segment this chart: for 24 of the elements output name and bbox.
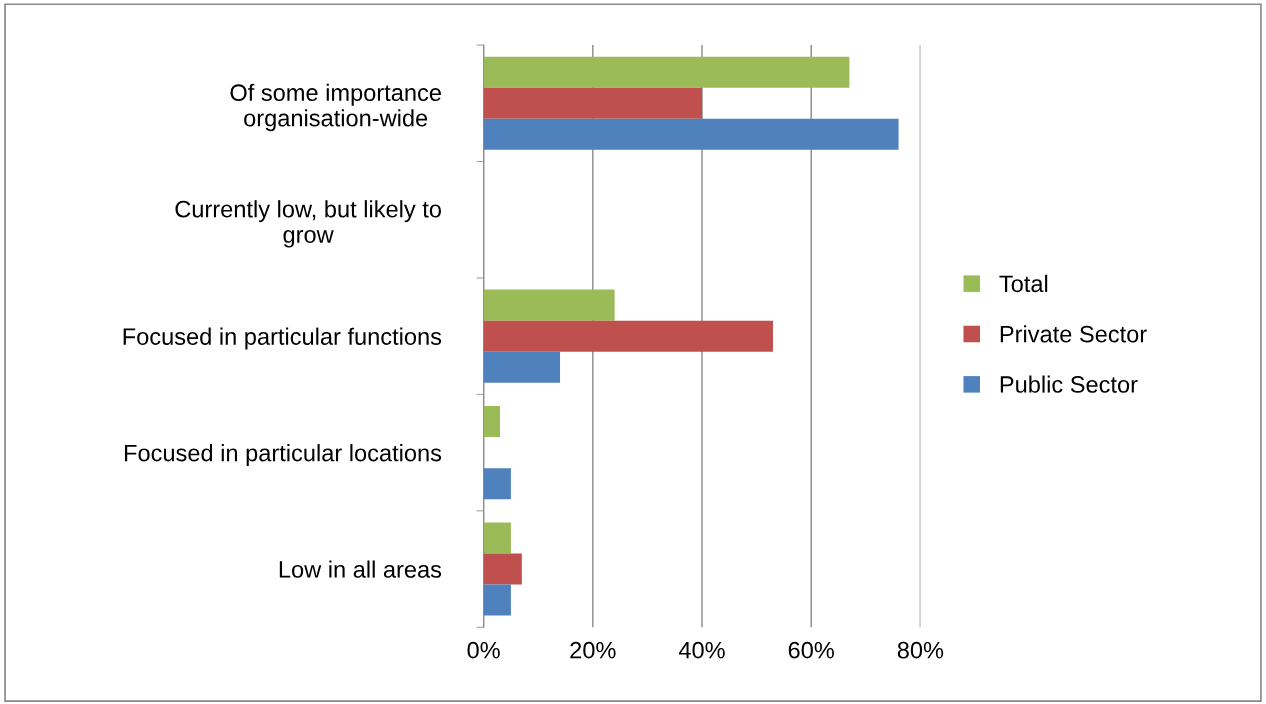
- bar: [483, 118, 899, 150]
- bar: [483, 351, 561, 383]
- y-tick-label: Of some importance organisation-wide: [230, 83, 441, 132]
- y-tick-label: Focused in particular locations: [124, 444, 442, 467]
- x-tick-label: 20%: [570, 641, 616, 659]
- legend-label: Private Sector: [1000, 325, 1147, 343]
- x-tick-label: 40%: [678, 641, 725, 659]
- y-tick-label: Focused in particular functions: [123, 327, 442, 350]
- y-tick-label: Low in all areas: [279, 560, 442, 578]
- legend-label: Public Sector: [1000, 375, 1138, 393]
- legend-label: Total: [999, 274, 1048, 293]
- bar: [483, 289, 615, 321]
- bar: [483, 584, 511, 616]
- bar: [483, 553, 522, 585]
- bar: [483, 522, 511, 554]
- x-tick-label: 60%: [788, 641, 834, 659]
- bar: [483, 320, 773, 352]
- x-tick-label: 80%: [897, 641, 944, 659]
- bar: [483, 468, 511, 500]
- x-tick-label: 0%: [467, 641, 500, 659]
- bar: [483, 406, 500, 438]
- bar: [483, 56, 850, 88]
- y-tick-label: Currently low, but likely to grow: [175, 200, 441, 248]
- bar: [483, 87, 702, 119]
